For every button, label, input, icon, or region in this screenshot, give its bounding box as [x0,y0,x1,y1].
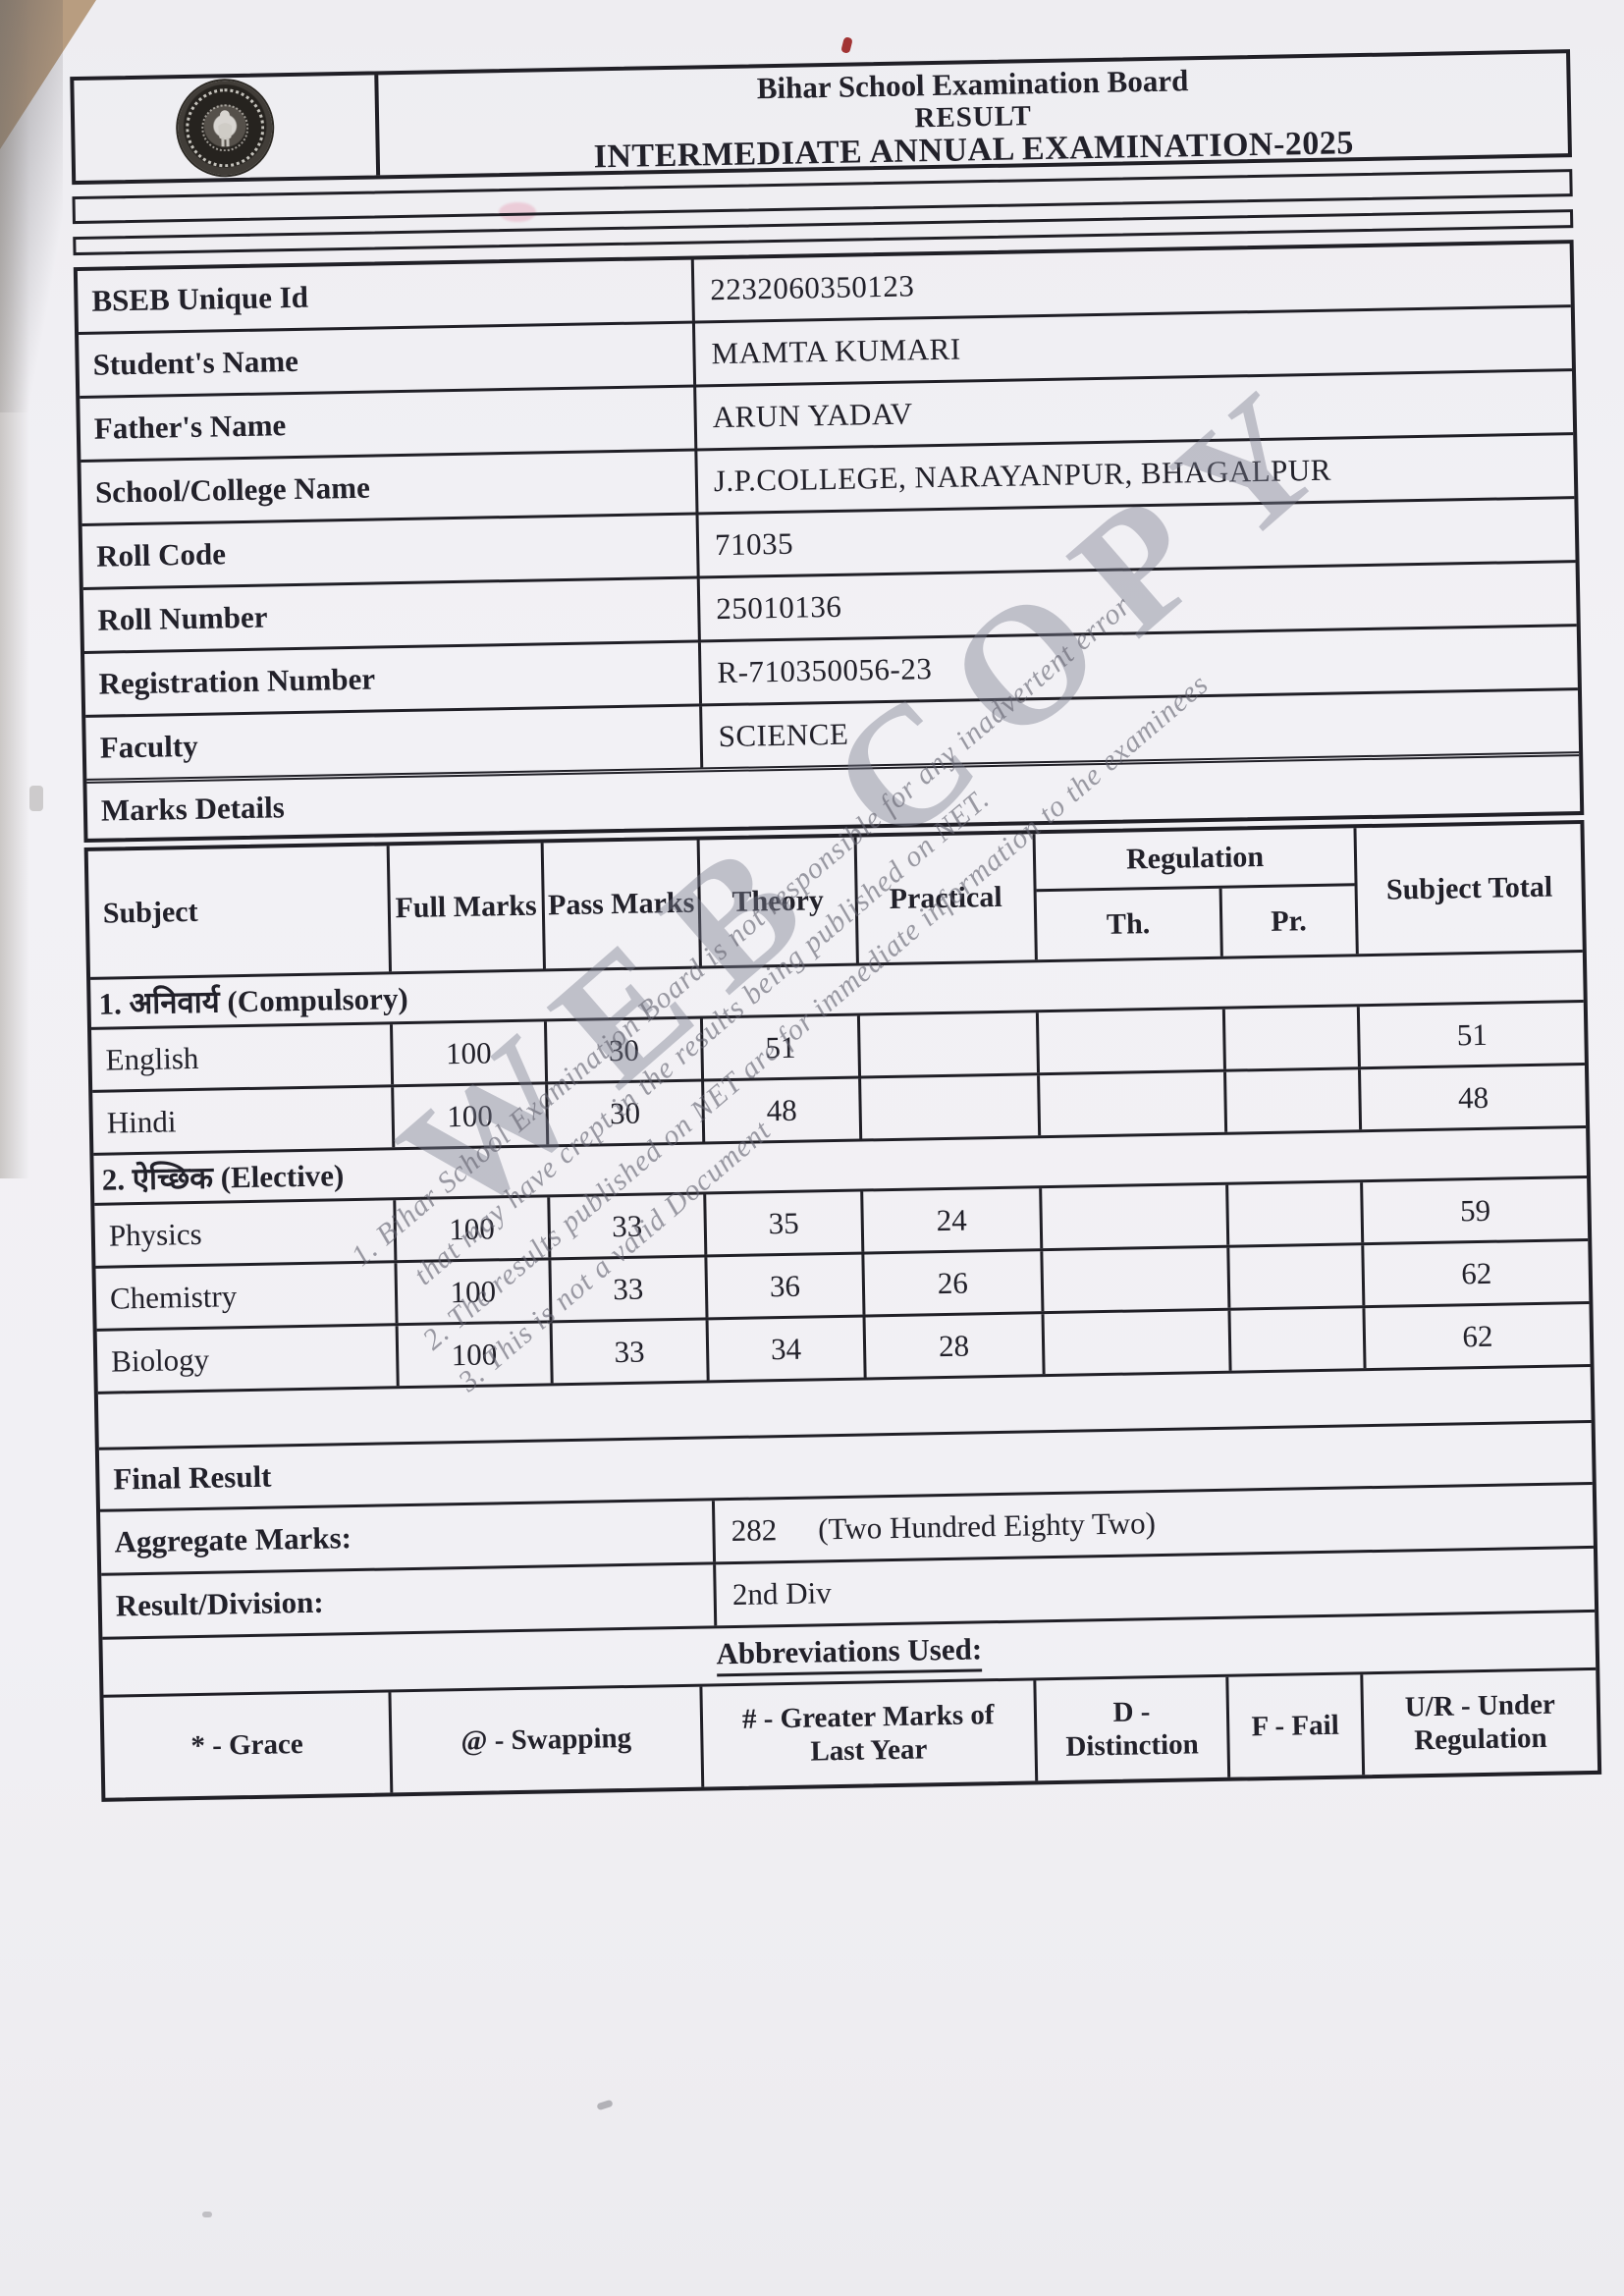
aggregate-words: (Two Hundred Eighty Two) [817,1505,1157,1547]
cell-reg-pr [1226,1069,1363,1132]
column-header-reg-pr: Pr. [1270,903,1307,938]
cell-pass-marks: 33 [552,1320,710,1384]
field-label: School/College Name [81,451,699,523]
cell-subject-total: 62 [1462,1318,1493,1353]
column-header-pass-marks: Pass Marks [543,840,703,969]
cell-pass-marks: 33 [549,1194,708,1258]
result-document: Bihar School Examination Board RESULT IN… [70,49,1602,1802]
field-label: Faculty [85,706,704,779]
cell-reg-th [1042,1184,1230,1249]
cell-full-marks: 100 [396,1197,551,1261]
cell-subject: Biology [96,1326,400,1392]
aggregate-number: 282 [731,1512,778,1549]
cell-reg-th [1040,1071,1228,1136]
field-label: Roll Number [82,578,701,651]
header-titles: Bihar School Examination Board RESULT IN… [378,53,1568,175]
field-label: BSEB Unique Id [77,259,695,333]
result-division-label: Result/Division: [101,1564,718,1637]
field-label: Student's Name [79,323,697,396]
cell-reg-pr [1228,1182,1365,1245]
column-header-subject-total: Subject Total [1385,870,1553,906]
column-header-practical: Practical [856,834,1039,963]
column-header-regulation: Regulation [1035,828,1355,893]
column-header-theory: Theory [699,837,859,966]
cell-subject-total: 51 [1456,1016,1489,1052]
cell-subject: Hindi [92,1087,396,1153]
paper-speck [202,2212,212,2217]
cell-theory: 34 [708,1317,867,1381]
scan-edge-shadow [0,0,63,412]
cell-reg-pr [1229,1245,1366,1308]
cell-subject: Physics [94,1200,398,1266]
column-header-subject: Subject [87,846,393,977]
ink-mark [840,36,853,54]
division-text: 2nd Div [731,1575,832,1613]
paper-speck [596,2099,614,2111]
cell-subject-total: 59 [1459,1192,1491,1228]
cell-reg-pr [1230,1308,1367,1371]
abbreviation-fail: F - Fail [1228,1674,1366,1777]
cell-full-marks: 100 [394,1084,549,1148]
cell-pass-marks: 33 [550,1257,709,1321]
abbreviation-swapping: @ - Swapping [391,1686,704,1793]
ink-smudge [499,202,536,222]
cell-subject: Chemistry [95,1263,399,1329]
cell-subject-total: 48 [1457,1079,1489,1115]
cell-pass-marks: 30 [547,1081,706,1145]
cell-reg-pr [1225,1007,1361,1069]
column-header-regulation-group: Regulation Th. Pr. [1035,828,1359,960]
cell-full-marks: 100 [393,1021,548,1085]
cell-subject: English [91,1024,395,1090]
cell-practical: 24 [862,1188,1044,1252]
cell-practical: 26 [864,1251,1045,1315]
cell-theory: 35 [706,1191,865,1255]
cell-theory: 51 [703,1015,861,1079]
cell-practical: 28 [865,1314,1046,1378]
abbreviations-heading-text: Abbreviations Used: [716,1630,983,1676]
cell-pass-marks: 30 [546,1018,705,1082]
abbreviation-distinction: D - Distinction [1036,1676,1231,1781]
logo-cell [74,75,381,182]
cell-reg-th [1043,1247,1231,1312]
cell-full-marks: 100 [398,1323,554,1387]
field-label: Father's Name [80,387,698,460]
abbreviation-under-regulation: U/R - Under Regulation [1404,1688,1556,1757]
aggregate-marks-label: Aggregate Marks: [100,1501,717,1573]
regulation-subheaders: Th. Pr. [1036,886,1356,960]
cell-reg-th [1044,1310,1232,1375]
cell-theory: 36 [707,1254,866,1318]
cell-practical [860,1075,1042,1139]
field-label: Registration Number [84,642,703,715]
document-header: Bihar School Examination Board RESULT IN… [70,49,1573,186]
column-header-full-marks: Full Marks [389,843,546,972]
column-header-reg-th: Th. [1036,888,1223,960]
marks-table: Subject Full Marks Pass Marks Theory Pra… [83,819,1602,1802]
cell-full-marks: 100 [397,1260,553,1324]
cell-reg-th [1039,1009,1227,1073]
paper-speck [29,786,43,811]
scan-left-edge [0,0,29,1178]
field-label: Roll Code [81,515,700,587]
seal-figure-icon [218,110,233,147]
cell-theory: 48 [704,1078,862,1142]
bseb-seal-icon [177,80,274,177]
cell-subject-total: 62 [1460,1255,1492,1290]
abbreviation-greater-marks: # - Greater Marks of Last Year [701,1680,1039,1787]
cell-practical [859,1012,1041,1076]
student-details-table: BSEB Unique Id 2232060350123 Student's N… [73,240,1585,843]
abbreviation-grace: * - Grace [103,1692,394,1798]
